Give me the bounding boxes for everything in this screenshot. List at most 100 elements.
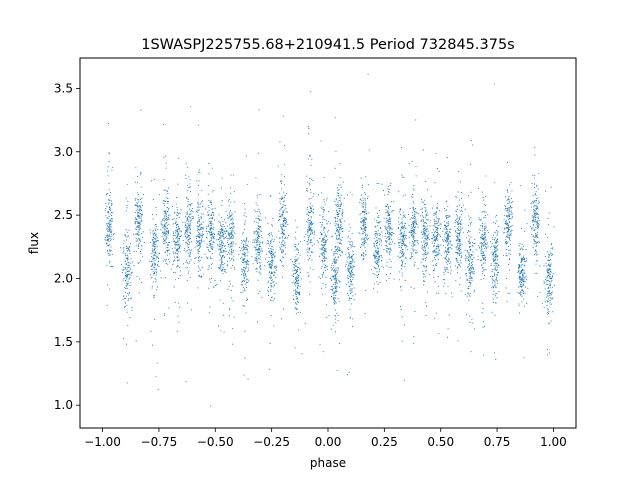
data-point xyxy=(389,241,391,243)
data-point xyxy=(209,244,211,246)
data-point xyxy=(257,215,259,217)
data-point xyxy=(228,237,230,240)
data-point xyxy=(411,245,413,247)
data-point xyxy=(364,217,366,219)
data-point xyxy=(131,271,133,273)
data-point xyxy=(151,287,153,289)
data-point xyxy=(454,265,456,267)
data-point xyxy=(323,201,325,203)
data-point xyxy=(247,248,249,250)
data-point xyxy=(365,210,367,212)
data-point xyxy=(422,224,424,227)
data-point xyxy=(351,288,353,290)
data-point xyxy=(494,252,496,254)
data-point xyxy=(398,279,400,281)
data-point xyxy=(213,287,215,289)
data-point xyxy=(427,189,429,191)
data-point xyxy=(241,261,243,264)
data-point xyxy=(297,300,299,302)
data-point xyxy=(324,250,326,252)
data-point xyxy=(166,230,168,232)
data-point xyxy=(126,267,128,269)
data-point xyxy=(311,259,313,261)
data-point xyxy=(455,280,457,282)
data-point xyxy=(412,248,414,250)
data-point xyxy=(448,314,450,316)
data-point xyxy=(431,207,433,209)
data-point xyxy=(374,274,376,276)
data-point xyxy=(380,239,382,241)
data-point xyxy=(129,317,131,319)
data-point xyxy=(363,225,365,227)
data-point xyxy=(247,245,249,247)
data-point xyxy=(510,244,512,246)
data-point xyxy=(246,297,248,299)
data-point xyxy=(136,220,138,222)
data-point xyxy=(231,227,233,229)
data-point xyxy=(176,248,178,250)
data-point xyxy=(415,211,417,213)
data-point xyxy=(186,220,188,222)
data-point xyxy=(130,258,132,260)
data-point xyxy=(399,256,401,259)
data-point xyxy=(313,222,315,224)
data-point xyxy=(229,233,231,235)
data-point xyxy=(458,254,460,257)
data-point xyxy=(209,257,211,259)
data-point xyxy=(482,251,484,253)
data-point xyxy=(359,247,362,249)
data-point xyxy=(389,222,391,224)
data-point xyxy=(401,238,403,240)
data-point xyxy=(187,247,190,249)
data-point xyxy=(109,221,111,223)
data-point xyxy=(310,211,313,213)
data-point xyxy=(167,241,169,244)
data-point xyxy=(123,295,125,297)
data-point xyxy=(230,201,232,203)
data-point xyxy=(138,210,140,212)
data-point xyxy=(438,170,440,172)
data-point xyxy=(413,245,415,247)
data-point xyxy=(309,267,311,269)
data-point xyxy=(293,261,296,263)
data-point xyxy=(328,221,330,223)
data-point xyxy=(280,198,282,200)
data-point xyxy=(413,211,416,213)
data-point xyxy=(387,207,389,209)
data-point xyxy=(294,258,296,260)
data-point xyxy=(126,274,128,276)
data-point xyxy=(470,351,472,353)
data-point xyxy=(309,255,311,257)
data-point xyxy=(306,213,308,215)
data-point xyxy=(437,245,439,247)
data-point xyxy=(175,238,177,240)
data-point xyxy=(163,156,165,158)
data-point xyxy=(448,221,450,223)
data-point xyxy=(228,251,230,254)
data-point xyxy=(338,237,340,239)
data-point xyxy=(493,251,495,254)
data-point xyxy=(326,197,328,199)
data-point xyxy=(245,249,247,251)
data-point xyxy=(174,272,176,274)
data-point xyxy=(257,279,259,281)
data-point xyxy=(351,271,353,273)
data-point xyxy=(413,209,415,211)
data-point xyxy=(422,216,424,218)
data-point xyxy=(459,250,461,252)
data-point xyxy=(376,291,378,293)
data-point xyxy=(134,204,136,206)
data-point xyxy=(232,217,234,219)
data-point xyxy=(229,238,231,240)
data-point xyxy=(348,266,350,268)
data-point xyxy=(415,233,417,235)
data-point xyxy=(415,175,417,177)
data-point xyxy=(323,226,325,228)
data-point xyxy=(298,293,300,295)
data-point xyxy=(183,249,185,251)
data-point xyxy=(177,209,179,211)
data-point xyxy=(349,316,352,318)
data-point xyxy=(227,231,229,233)
data-point xyxy=(334,167,336,169)
data-point xyxy=(433,251,435,253)
